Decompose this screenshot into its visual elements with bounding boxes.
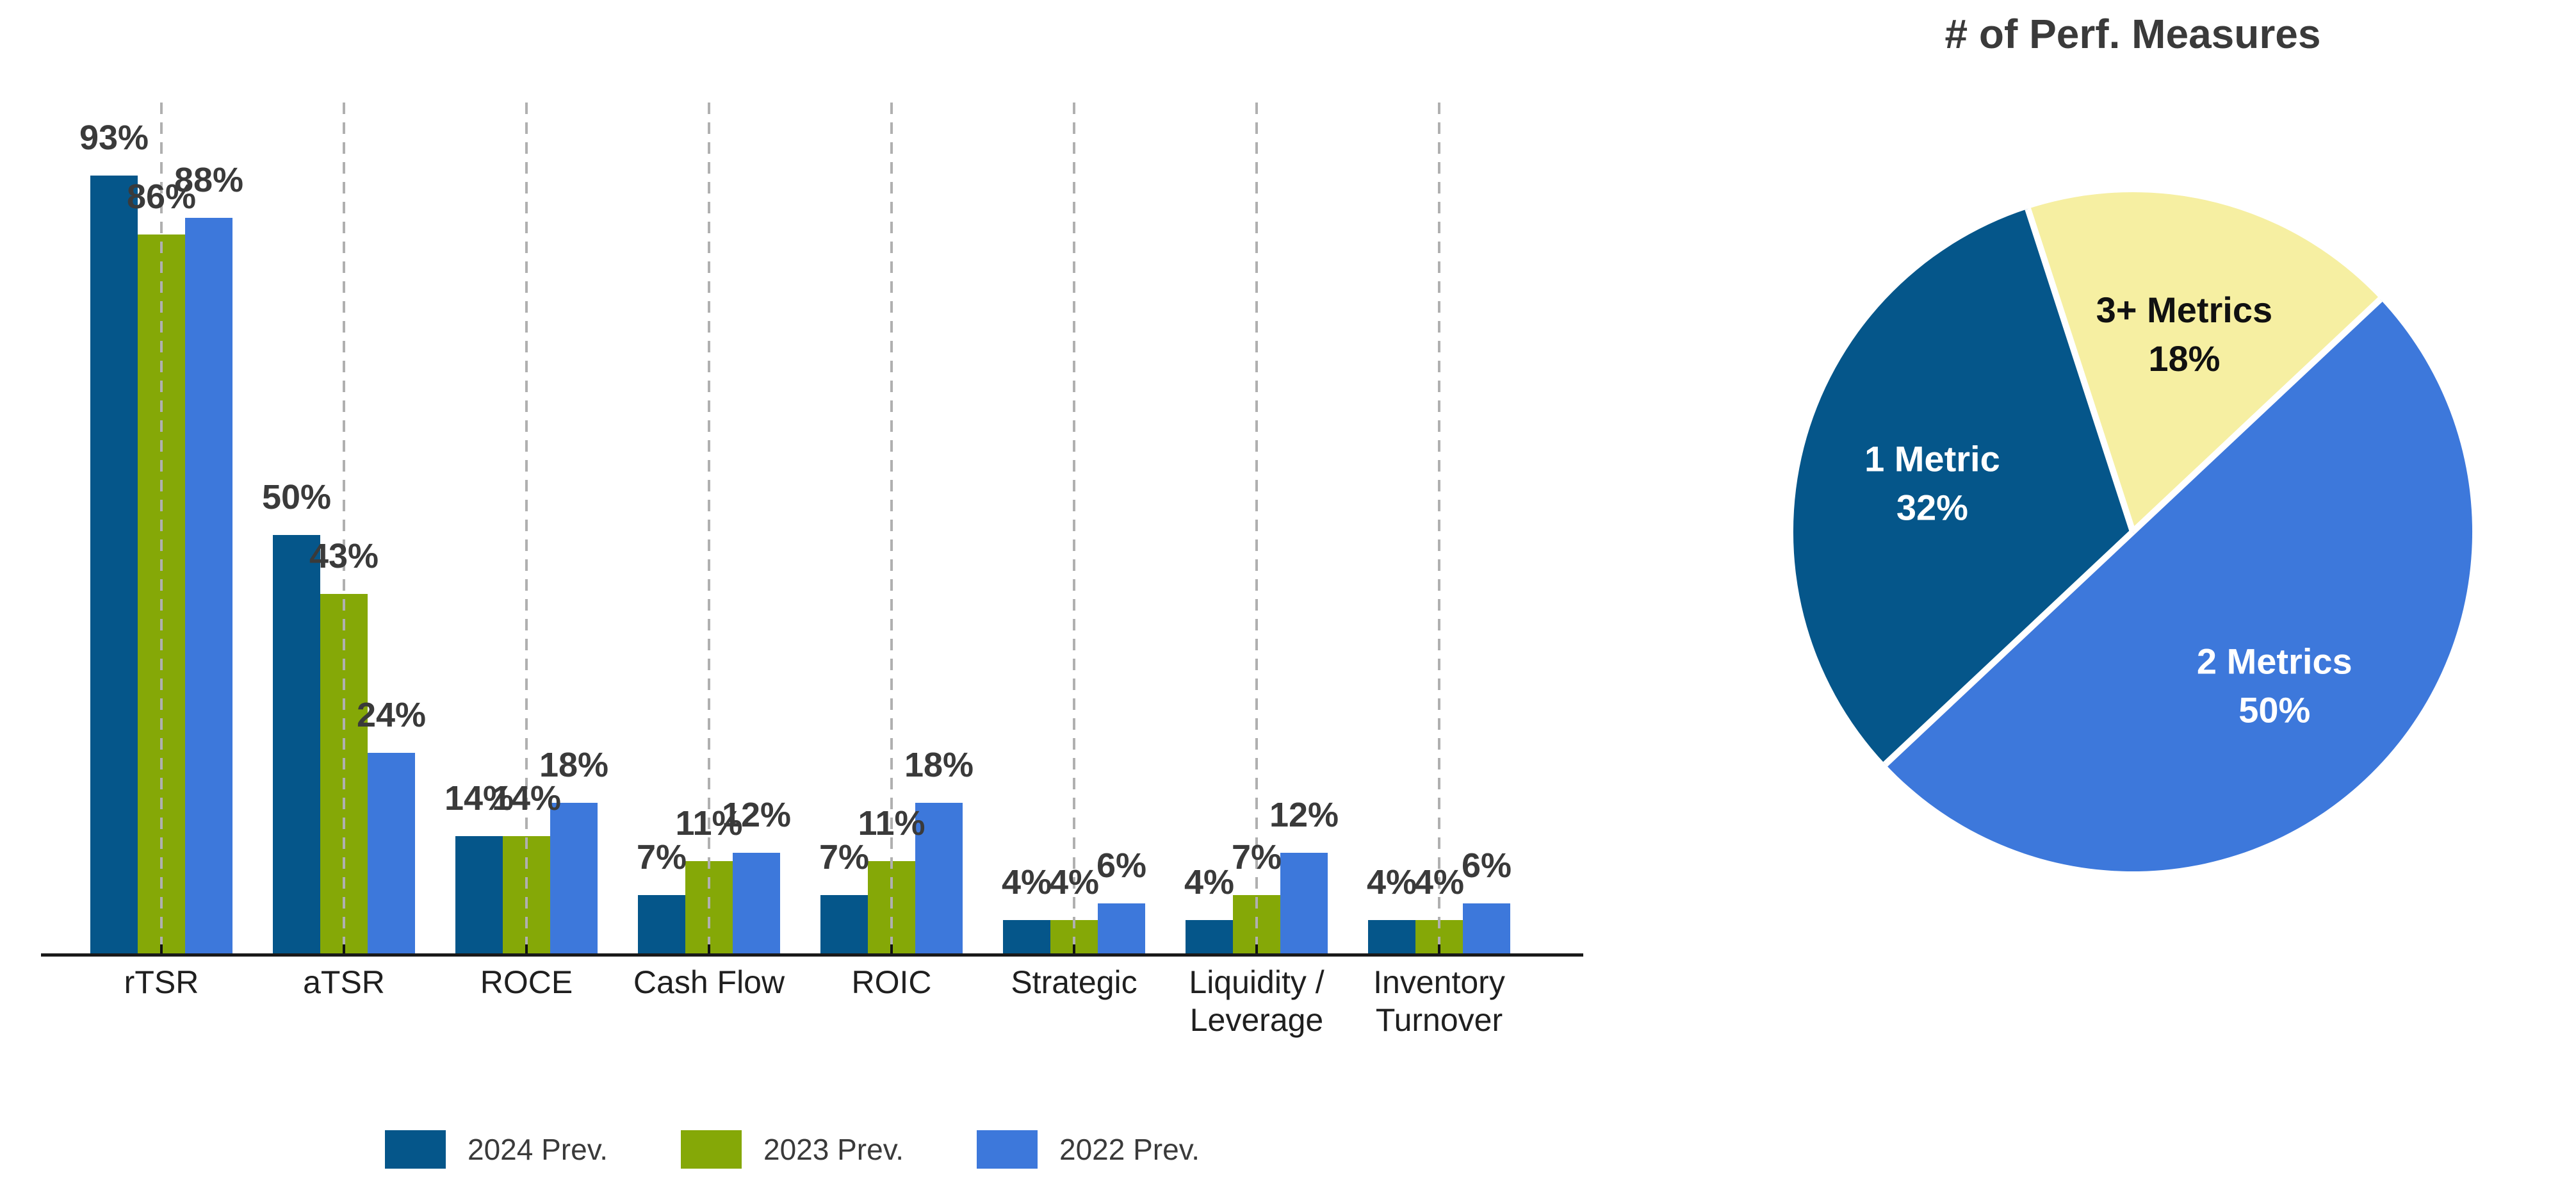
bar-value-label: 18% — [539, 746, 609, 784]
bar-value-label: 7% — [636, 838, 687, 876]
pie-slice-separator — [1883, 529, 2135, 767]
bar-value-label: 24% — [356, 696, 427, 734]
x-axis-tick — [890, 944, 893, 953]
pie-slice-label: 3+ Metrics 18% — [2096, 290, 2273, 379]
x-axis-category-label: ROIC — [851, 964, 932, 1000]
x-axis-tick — [343, 944, 345, 953]
bar-value-label: 7% — [819, 838, 870, 876]
pie-slice-label: 2 Metrics 50% — [2197, 641, 2352, 730]
bar-value-label: 4% — [1414, 863, 1465, 901]
legend-item: 2022 Prev. — [977, 1130, 1200, 1169]
pie-chart-title: # of Perf. Measures — [1944, 11, 2321, 57]
pie-slice-separator — [2025, 208, 2136, 533]
x-axis-category-label: ROCE — [480, 964, 573, 1000]
bar-value-label: 4% — [1048, 863, 1100, 901]
x-axis-category-label: aTSR — [303, 964, 385, 1000]
vertical-gridline — [1073, 103, 1075, 953]
pie-slice — [1885, 299, 2473, 872]
bar — [368, 753, 415, 953]
bar — [455, 836, 503, 953]
bar-value-label: 86% — [126, 177, 197, 216]
bar — [733, 853, 780, 953]
bar-value-label: 4% — [1184, 863, 1235, 901]
bar-value-label: 11% — [858, 804, 925, 843]
bar-value-label: 88% — [174, 161, 244, 199]
x-axis-tick — [160, 944, 163, 953]
pie-slice — [2028, 192, 2381, 532]
bar — [1280, 853, 1328, 953]
pie-slice — [1793, 208, 2133, 764]
bar — [1003, 920, 1050, 953]
legend-label: 2024 Prev. — [468, 1133, 608, 1166]
bar — [915, 803, 963, 953]
bar-value-label: 6% — [1096, 846, 1147, 885]
legend-label: 2022 Prev. — [1059, 1133, 1200, 1166]
bar-value-label: 7% — [1231, 838, 1282, 876]
bar-value-label: 6% — [1461, 846, 1512, 885]
bar — [638, 895, 685, 953]
bar-value-label: 11% — [675, 804, 743, 843]
x-axis-tick — [708, 944, 710, 953]
bar — [550, 803, 598, 953]
legend-swatch — [977, 1130, 1038, 1169]
pie-slice-label: 1 Metric 32% — [1864, 439, 2000, 528]
bar — [1098, 903, 1145, 953]
bar-value-label: 43% — [309, 537, 379, 575]
vertical-gridline — [525, 103, 528, 953]
vertical-gridline — [1255, 103, 1258, 953]
legend-item: 2024 Prev. — [385, 1130, 608, 1169]
legend-swatch — [385, 1130, 446, 1169]
x-axis-category-label: Strategic — [1011, 964, 1137, 1000]
bar — [1463, 903, 1510, 953]
x-axis-category-label: Liquidity / Leverage — [1189, 964, 1325, 1038]
x-axis-line — [41, 953, 1583, 957]
x-axis-tick — [525, 944, 528, 953]
vertical-gridline — [343, 103, 345, 953]
x-axis-category-label: Inventory Turnover — [1373, 964, 1505, 1038]
bar — [1186, 920, 1233, 953]
bar-plot-area: 93% 86% 88% 50% 43% 24% 14% 14% 18% 7% 11% 12% 7% 11%… — [41, 103, 1585, 953]
x-axis-tick — [1255, 944, 1258, 953]
bar-value-label: 18% — [904, 746, 974, 784]
legend-swatch — [681, 1130, 742, 1169]
bar-value-label: 14% — [444, 779, 514, 818]
bar-value-label: 12% — [721, 796, 792, 834]
legend-label: 2023 Prev. — [763, 1133, 904, 1166]
vertical-gridline — [1438, 103, 1440, 953]
pie-slice-separator — [2130, 297, 2383, 534]
bar-value-label: 12% — [1269, 796, 1339, 834]
x-axis-tick — [1438, 944, 1440, 953]
x-axis-category-label: rTSR — [124, 964, 199, 1000]
bar-value-label: 14% — [491, 779, 562, 818]
x-axis-tick — [1073, 944, 1075, 953]
bar — [820, 895, 868, 953]
bar-value-label: 93% — [79, 119, 149, 157]
bar — [90, 176, 138, 953]
vertical-gridline — [160, 103, 163, 953]
legend-item: 2023 Prev. — [681, 1130, 904, 1169]
bar-value-label: 50% — [261, 478, 332, 516]
vertical-gridline — [708, 103, 710, 953]
x-axis-category-label: Cash Flow — [633, 964, 785, 1000]
vertical-gridline — [890, 103, 893, 953]
bar — [1368, 920, 1415, 953]
bar — [185, 218, 232, 953]
bar-value-label: 4% — [1001, 863, 1052, 901]
bar — [273, 535, 320, 953]
bar-value-label: 4% — [1366, 863, 1417, 901]
pie-svg: 3+ Metrics 18% 2 Metrics 50% 1 Metric 32% — [1793, 192, 2473, 872]
